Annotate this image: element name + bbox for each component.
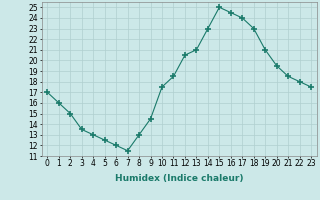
X-axis label: Humidex (Indice chaleur): Humidex (Indice chaleur) xyxy=(115,174,244,183)
